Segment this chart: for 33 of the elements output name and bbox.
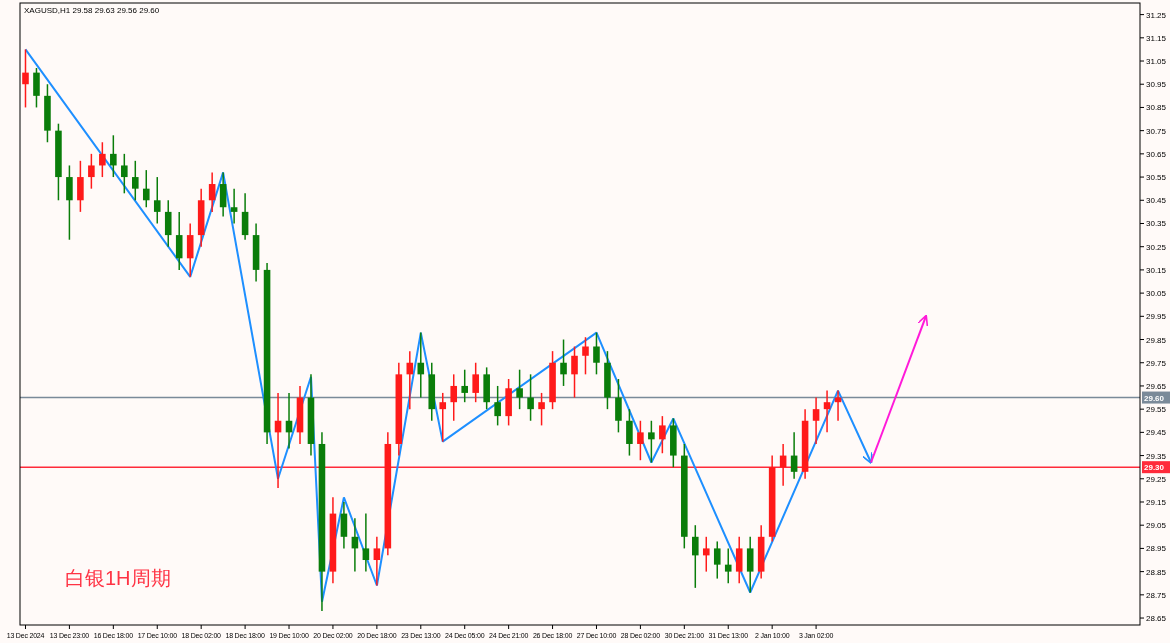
y-tick-label: 28.75: [1146, 590, 1167, 600]
y-tick-label: 30.45: [1146, 196, 1167, 206]
y-tick-label: 30.75: [1146, 126, 1167, 136]
y-tick-label: 29.55: [1146, 405, 1167, 415]
y-tick-label: 30.25: [1146, 242, 1167, 252]
y-tick-label: 29.05: [1146, 521, 1167, 531]
y-tick-label: 31.25: [1146, 10, 1167, 20]
annotation: 白银1H周期: [65, 567, 171, 589]
ref-line: 29.60: [19, 391, 1170, 404]
y-tick-label: 30.05: [1146, 289, 1167, 299]
y-tick-label: 28.95: [1146, 544, 1167, 554]
y-tick-label: 29.45: [1146, 428, 1167, 438]
y-tick-label: 29.35: [1146, 451, 1167, 461]
ref-line-label: 29.30: [1144, 463, 1165, 473]
y-tick-label: 30.15: [1146, 265, 1167, 275]
y-tick-label: 30.95: [1146, 80, 1167, 90]
y-tick-label: 29.25: [1146, 474, 1167, 484]
y-tick-label: 30.85: [1146, 103, 1167, 113]
y-tick-label: 30.35: [1146, 219, 1167, 229]
y-tick-label: 29.75: [1146, 358, 1167, 368]
y-tick-label: 29.15: [1146, 497, 1167, 507]
chart-title: XAGUSD,H1 29.58 29.63 29.56 29.60: [24, 6, 160, 15]
y-tick-label: 31.15: [1146, 33, 1167, 43]
y-tick-label: 28.85: [1146, 567, 1167, 577]
ref-line-label: 29.60: [1144, 393, 1165, 403]
y-tick-label: 29.65: [1146, 381, 1167, 391]
y-tick-label: 28.65: [1146, 614, 1167, 624]
y-tick-label: 29.95: [1146, 312, 1167, 322]
y-tick-label: 30.55: [1146, 173, 1167, 183]
ref-line: 29.30: [19, 461, 1170, 474]
y-tick-label: 30.65: [1146, 149, 1167, 159]
y-tick-label: 29.85: [1146, 335, 1167, 345]
y-tick-label: 31.05: [1146, 57, 1167, 67]
